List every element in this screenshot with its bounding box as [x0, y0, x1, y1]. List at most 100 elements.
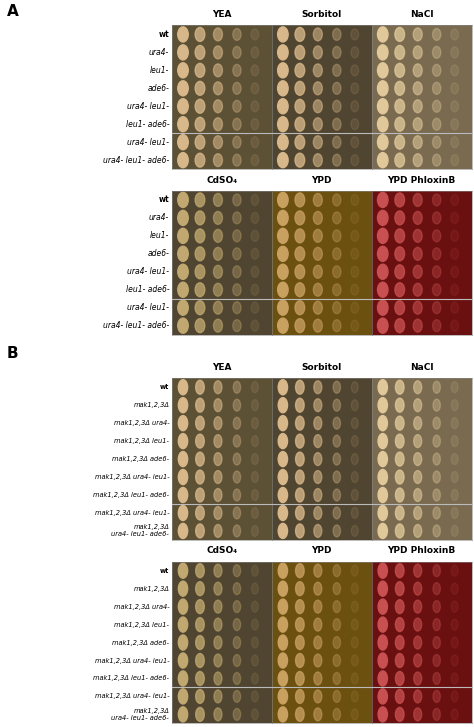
Circle shape: [377, 117, 388, 132]
Circle shape: [413, 136, 422, 148]
Circle shape: [295, 63, 305, 77]
Circle shape: [378, 653, 387, 668]
Circle shape: [233, 453, 241, 465]
Circle shape: [278, 671, 288, 686]
Circle shape: [278, 379, 288, 395]
Circle shape: [196, 416, 204, 430]
Circle shape: [433, 417, 440, 429]
Circle shape: [432, 230, 441, 242]
Circle shape: [214, 417, 222, 430]
Circle shape: [295, 654, 304, 667]
Circle shape: [278, 27, 288, 42]
Circle shape: [233, 212, 241, 224]
Circle shape: [414, 524, 422, 537]
Circle shape: [252, 691, 258, 702]
Circle shape: [377, 264, 388, 279]
Circle shape: [233, 47, 241, 58]
Circle shape: [414, 636, 422, 649]
Circle shape: [395, 618, 404, 632]
Circle shape: [178, 63, 188, 78]
Circle shape: [214, 618, 222, 631]
Circle shape: [451, 400, 458, 411]
Circle shape: [214, 398, 222, 411]
Circle shape: [432, 82, 441, 95]
Circle shape: [178, 416, 188, 430]
Circle shape: [333, 100, 341, 112]
Circle shape: [195, 117, 205, 131]
Circle shape: [451, 83, 458, 94]
Circle shape: [251, 194, 259, 206]
Circle shape: [295, 283, 305, 297]
Circle shape: [451, 709, 458, 720]
Circle shape: [414, 654, 422, 667]
Circle shape: [451, 454, 458, 465]
Circle shape: [233, 302, 241, 313]
Circle shape: [251, 101, 259, 112]
Circle shape: [313, 247, 322, 260]
Circle shape: [451, 417, 458, 429]
Circle shape: [451, 583, 458, 594]
Circle shape: [233, 507, 241, 519]
Circle shape: [233, 65, 241, 76]
Text: YEA: YEA: [212, 10, 232, 19]
Circle shape: [333, 248, 341, 260]
Circle shape: [213, 284, 222, 296]
Circle shape: [333, 582, 340, 595]
Circle shape: [178, 81, 188, 96]
Circle shape: [178, 99, 188, 114]
Circle shape: [433, 471, 440, 483]
Circle shape: [314, 672, 322, 685]
Circle shape: [313, 64, 322, 77]
Circle shape: [451, 637, 458, 648]
Circle shape: [278, 653, 288, 668]
Text: mak1,2,3Δ ade6-: mak1,2,3Δ ade6-: [112, 456, 169, 462]
Circle shape: [295, 318, 305, 333]
Circle shape: [214, 636, 222, 649]
Circle shape: [378, 671, 387, 686]
Circle shape: [252, 709, 258, 720]
Circle shape: [395, 380, 404, 394]
Circle shape: [333, 489, 340, 501]
Circle shape: [433, 637, 440, 648]
Circle shape: [333, 136, 341, 148]
Circle shape: [252, 472, 258, 483]
Circle shape: [351, 266, 359, 277]
Circle shape: [451, 472, 458, 483]
Circle shape: [233, 320, 241, 332]
Circle shape: [295, 211, 305, 225]
Circle shape: [433, 381, 440, 393]
Circle shape: [233, 399, 241, 411]
Circle shape: [251, 320, 259, 332]
Circle shape: [433, 582, 440, 595]
Text: CdSO₄: CdSO₄: [206, 546, 237, 555]
Circle shape: [178, 27, 188, 42]
Circle shape: [333, 435, 340, 447]
Text: mak1,2,3Δ ura4-: mak1,2,3Δ ura4-: [114, 603, 169, 610]
Circle shape: [433, 525, 440, 537]
Text: mak1,2,3Δ leu1-: mak1,2,3Δ leu1-: [114, 438, 169, 444]
Circle shape: [333, 65, 341, 76]
Circle shape: [196, 563, 204, 578]
Circle shape: [333, 471, 340, 483]
Circle shape: [196, 600, 204, 614]
Circle shape: [333, 565, 340, 577]
Circle shape: [278, 193, 288, 207]
Circle shape: [178, 228, 188, 244]
Circle shape: [295, 689, 304, 704]
Circle shape: [195, 301, 205, 315]
Text: wt: wt: [158, 196, 169, 204]
Circle shape: [214, 435, 222, 448]
Circle shape: [178, 193, 188, 207]
Circle shape: [432, 212, 441, 224]
Text: NaCl: NaCl: [410, 10, 433, 19]
Text: mak1,2,3Δ: mak1,2,3Δ: [133, 586, 169, 592]
Circle shape: [178, 210, 188, 225]
Circle shape: [233, 619, 241, 630]
Circle shape: [395, 283, 405, 297]
Circle shape: [178, 689, 188, 704]
Circle shape: [233, 489, 241, 501]
Circle shape: [313, 319, 322, 332]
Circle shape: [178, 282, 188, 297]
Circle shape: [395, 265, 405, 278]
Circle shape: [432, 266, 441, 278]
